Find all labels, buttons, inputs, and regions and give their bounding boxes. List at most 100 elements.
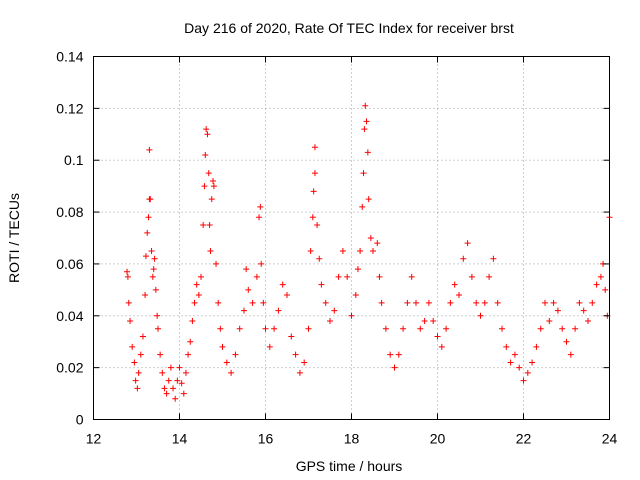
data-point (425, 299, 432, 306)
data-point (215, 299, 222, 306)
data-point (580, 307, 587, 314)
data-point (125, 299, 132, 306)
data-point (382, 325, 389, 332)
data-point (131, 359, 138, 366)
data-point (395, 351, 402, 358)
data-point (310, 188, 317, 195)
data-point (150, 266, 157, 273)
data-point (447, 299, 454, 306)
data-point (208, 196, 215, 203)
data-point (284, 292, 290, 299)
data-point (344, 273, 351, 280)
data-point (292, 351, 299, 358)
data-point (167, 364, 174, 371)
data-point (307, 247, 314, 254)
data-point (443, 325, 450, 332)
y-axis-label: ROTI / TECUs (6, 193, 22, 283)
data-point (370, 247, 376, 254)
data-point (157, 351, 164, 358)
data-point (275, 307, 282, 314)
data-point (546, 317, 553, 324)
data-point (137, 351, 144, 358)
data-point (520, 377, 527, 384)
data-point (195, 292, 202, 299)
data-point (203, 126, 210, 133)
data-point (460, 255, 467, 262)
data-point (253, 273, 260, 280)
axis-layer: 0 0.02 0.04 0.06 0.08 0.1 0.12 0.14 12 14 16 18 20 22… (56, 49, 617, 447)
y-tick-label: 0.02 (56, 360, 83, 376)
data-point (335, 273, 342, 280)
y-tick-label: 0.06 (56, 256, 83, 272)
data-point (451, 281, 458, 288)
data-point (249, 299, 256, 306)
x-tick-label: 18 (344, 431, 360, 447)
y-tick-label: 0.1 (64, 152, 84, 168)
y-tick-label: 0.08 (56, 204, 83, 220)
data-point (217, 325, 224, 332)
data-point (516, 364, 523, 371)
data-point (182, 369, 189, 376)
x-tick-label: 14 (172, 431, 188, 447)
data-point (206, 222, 213, 229)
data-point (365, 196, 372, 203)
data-point (417, 325, 424, 332)
data-point (288, 333, 295, 340)
x-tick-label: 16 (258, 431, 274, 447)
y-tick-label: 0 (76, 412, 84, 428)
data-point (374, 240, 381, 247)
data-point (172, 395, 179, 402)
data-point (387, 351, 394, 358)
data-point (331, 307, 338, 314)
y-tick-label: 0.04 (56, 308, 83, 324)
data-point (149, 273, 156, 280)
data-point (191, 299, 198, 306)
data-point (376, 273, 383, 280)
data-point (155, 325, 161, 332)
data-point (185, 351, 192, 358)
data-point (473, 299, 480, 306)
data-point (139, 333, 146, 340)
data-point (511, 351, 518, 358)
data-point (148, 247, 155, 254)
data-point (176, 364, 183, 371)
data-point (572, 325, 579, 332)
data-point (266, 343, 273, 350)
data-point (378, 299, 385, 306)
data-point (597, 273, 604, 280)
data-point (602, 286, 609, 293)
data-point (279, 281, 286, 288)
data-point (361, 126, 368, 133)
data-point (260, 299, 267, 306)
data-point (327, 317, 333, 324)
data-point (124, 268, 131, 275)
data-point (404, 299, 411, 306)
data-point (170, 385, 177, 392)
x-tick-label: 12 (86, 431, 102, 447)
data-point (494, 299, 501, 306)
data-point (163, 390, 170, 397)
data-point (352, 292, 359, 299)
data-point (127, 317, 134, 324)
data-point (245, 286, 252, 293)
data-point (481, 299, 488, 306)
data-point (354, 266, 361, 273)
data-point (124, 273, 131, 280)
data-point (486, 273, 493, 280)
data-point (400, 325, 407, 332)
data-point (228, 369, 235, 376)
data-point (542, 299, 548, 306)
data-point (232, 351, 239, 358)
data-point (359, 203, 366, 210)
data-point (360, 170, 367, 177)
data-point (147, 196, 154, 203)
data-point (223, 359, 230, 366)
data-point (490, 255, 497, 262)
data-point (367, 235, 374, 241)
data-point (241, 307, 247, 314)
data-point (129, 343, 136, 350)
data-point (464, 240, 471, 247)
data-point (178, 380, 185, 387)
data-point (165, 377, 172, 384)
x-axis-label: GPS time / hours (296, 458, 403, 474)
